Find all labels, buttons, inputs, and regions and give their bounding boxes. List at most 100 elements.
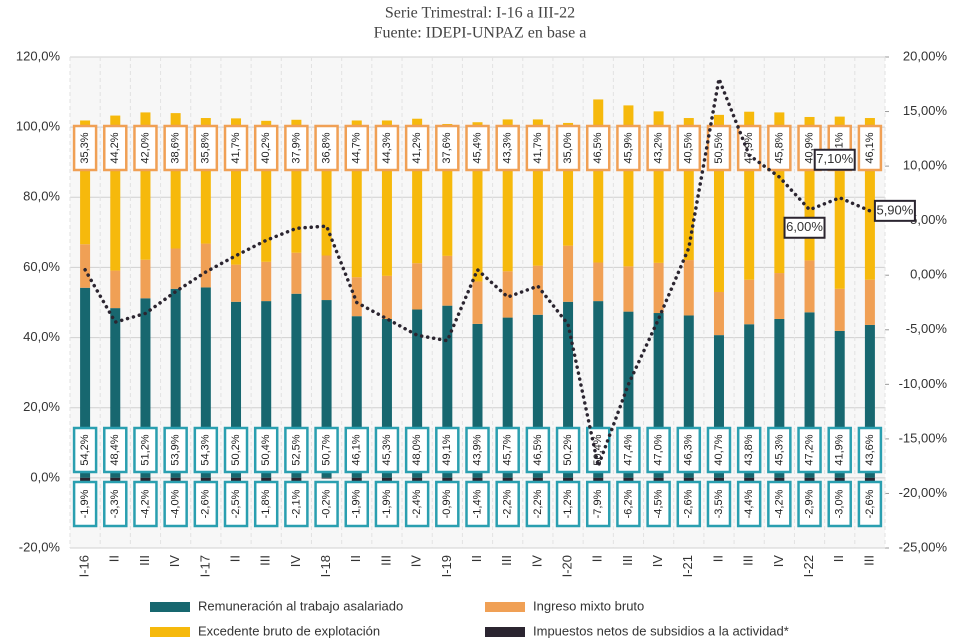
value-label: 50,2% bbox=[562, 434, 574, 465]
x-tick-label: I-22 bbox=[801, 555, 816, 577]
bar-segment bbox=[804, 312, 815, 478]
value-label-box bbox=[284, 124, 309, 172]
y-tick-label: 60,0% bbox=[23, 259, 60, 274]
value-label: 51,2% bbox=[139, 434, 151, 465]
y2-tick-label: -20,00% bbox=[899, 485, 948, 500]
value-label: -2,2% bbox=[532, 489, 544, 518]
bar-segment bbox=[200, 243, 211, 288]
chart-subtitle: Serie Trimestral: I-16 a III-22 bbox=[385, 5, 575, 22]
x-tick-label: IV bbox=[529, 555, 544, 568]
value-label-box bbox=[706, 480, 732, 528]
bar-segment bbox=[321, 477, 332, 479]
x-tick-label: IV bbox=[771, 555, 786, 568]
value-label-box bbox=[555, 480, 581, 528]
bar-segment bbox=[110, 115, 121, 271]
bar-segment bbox=[110, 270, 121, 309]
bar-segment bbox=[563, 477, 574, 483]
value-label: 35,3% bbox=[79, 132, 91, 163]
value-label-box bbox=[163, 124, 188, 172]
value-label: 40,7% bbox=[713, 434, 725, 465]
value-label: -4,5% bbox=[653, 489, 665, 518]
legend-swatch bbox=[150, 602, 190, 612]
value-label-box bbox=[676, 480, 702, 528]
value-label: 37,6% bbox=[441, 132, 453, 163]
value-label-box bbox=[103, 426, 128, 474]
bar-segment bbox=[532, 119, 543, 266]
bar-segment bbox=[321, 255, 332, 301]
value-label-box bbox=[585, 124, 611, 172]
value-label-box bbox=[72, 124, 98, 172]
value-label: 42,0% bbox=[139, 132, 151, 163]
value-label: 41,7% bbox=[532, 132, 544, 163]
value-label: -4,2% bbox=[773, 489, 785, 518]
y2-tick-label: -10,00% bbox=[899, 376, 948, 391]
bar-segment bbox=[563, 122, 574, 246]
value-label-box bbox=[435, 124, 460, 172]
value-label-box bbox=[676, 426, 702, 474]
value-label-box bbox=[133, 124, 158, 172]
bar-segment bbox=[321, 300, 332, 478]
value-label-box bbox=[344, 124, 370, 172]
bar-segment bbox=[593, 262, 604, 302]
y2-tick-label: -15,00% bbox=[899, 430, 948, 445]
value-label: -2,6% bbox=[200, 489, 212, 518]
bar-segment bbox=[140, 298, 151, 478]
value-label-box bbox=[284, 426, 309, 474]
line-value-label: 5,90% bbox=[876, 202, 913, 217]
value-label: 40,2% bbox=[260, 132, 272, 163]
value-label-box bbox=[797, 426, 822, 474]
value-label: 46,3% bbox=[683, 434, 695, 465]
value-label-box bbox=[827, 426, 852, 474]
y2-tick-label: -5,00% bbox=[906, 321, 948, 336]
bar-segment bbox=[412, 263, 423, 310]
value-label: -0,9% bbox=[441, 489, 453, 518]
line-label-box bbox=[873, 199, 916, 222]
value-label-box bbox=[344, 426, 370, 474]
bar-segment bbox=[140, 259, 151, 299]
value-label-box bbox=[495, 426, 520, 474]
value-label-box bbox=[525, 124, 551, 172]
value-label-box bbox=[646, 426, 671, 474]
value-label: -2,1% bbox=[290, 489, 302, 518]
bar-segment bbox=[472, 477, 483, 483]
x-tick-label: IV bbox=[409, 555, 424, 568]
bar-segment bbox=[502, 271, 513, 318]
legend-swatch bbox=[485, 602, 525, 612]
value-label: 50,2% bbox=[230, 434, 242, 465]
x-tick-label: I-21 bbox=[680, 555, 695, 577]
value-label: 47,9% bbox=[743, 132, 755, 163]
value-label-box bbox=[465, 426, 490, 474]
bar-segment bbox=[261, 261, 272, 302]
x-tick-label: I-16 bbox=[77, 555, 92, 577]
bar-segment bbox=[744, 111, 755, 280]
value-label-box bbox=[193, 124, 219, 172]
bar-segment bbox=[321, 126, 332, 256]
value-label: 46,5% bbox=[532, 434, 544, 465]
value-label: -6,2% bbox=[622, 489, 634, 518]
value-label-box bbox=[646, 480, 671, 528]
value-label: -0,2% bbox=[320, 489, 332, 518]
line-series bbox=[83, 72, 872, 473]
bar-segment bbox=[351, 120, 362, 278]
bar-segment bbox=[834, 116, 845, 289]
value-label-box bbox=[857, 426, 883, 474]
y-tick-label: 80,0% bbox=[23, 189, 60, 204]
bar-segment bbox=[80, 244, 91, 288]
bar-segment bbox=[412, 309, 423, 478]
value-label-box bbox=[857, 480, 883, 528]
value-label: 40,9% bbox=[803, 132, 815, 163]
value-label: 50,7% bbox=[320, 434, 332, 465]
value-label-box bbox=[495, 124, 520, 172]
bar-segment bbox=[502, 119, 513, 272]
legend-swatch bbox=[485, 627, 525, 637]
value-label-box bbox=[404, 124, 430, 172]
value-label: 50,5% bbox=[713, 132, 725, 163]
value-label: 45,7% bbox=[502, 434, 514, 465]
value-label-box bbox=[344, 480, 370, 528]
value-label-box bbox=[857, 124, 883, 172]
value-label-box bbox=[767, 124, 792, 172]
y-tick-label: -20,0% bbox=[19, 539, 61, 554]
value-label: 43,3% bbox=[502, 132, 514, 163]
value-label-box bbox=[223, 480, 249, 528]
value-label-box bbox=[525, 426, 551, 474]
